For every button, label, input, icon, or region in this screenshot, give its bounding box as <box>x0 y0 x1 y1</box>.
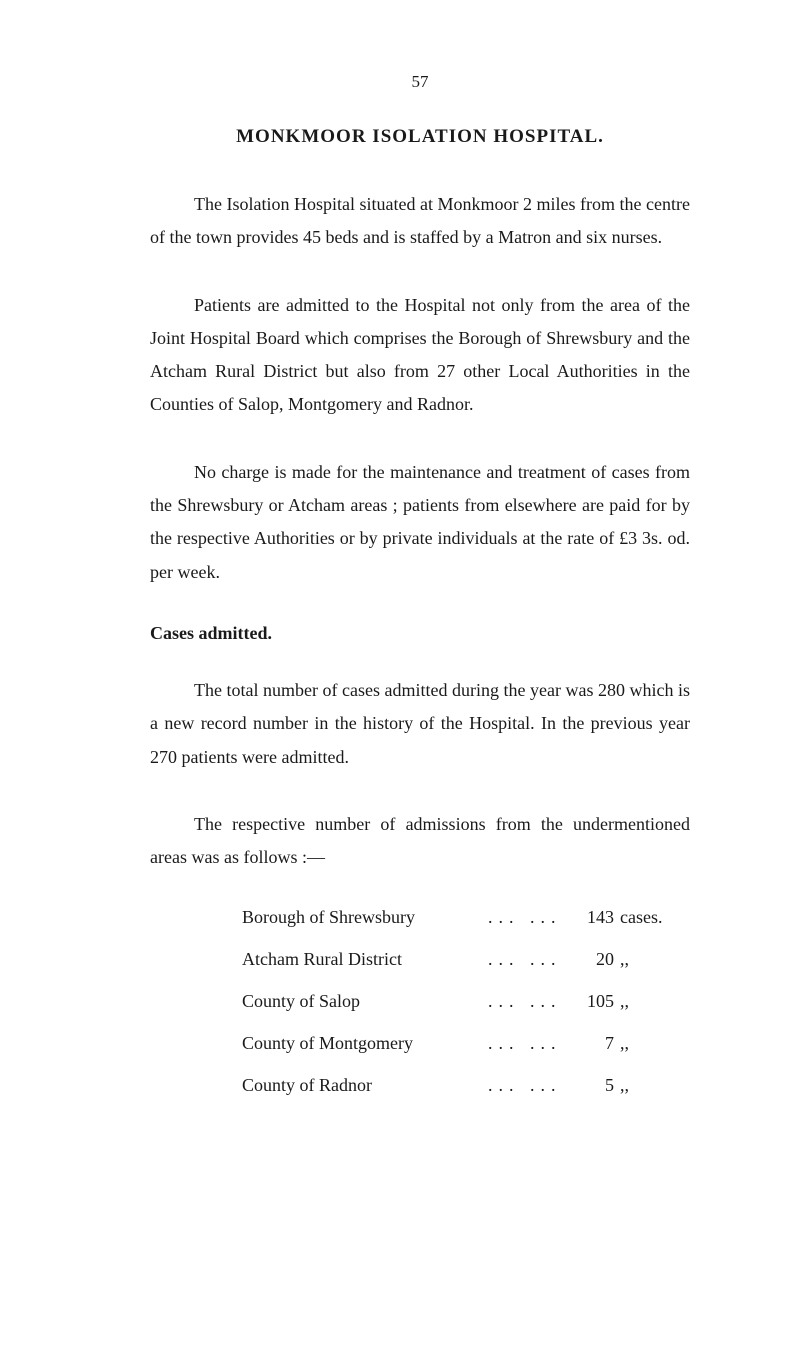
list-label: Atcham Rural District <box>242 950 488 968</box>
list-item: Borough of Shrewsbury ... ... 143 cases. <box>242 908 680 926</box>
page-number: 57 <box>150 72 690 92</box>
list-value: 5 <box>572 1076 620 1094</box>
leader-dots: ... ... ... <box>488 992 572 1010</box>
list-value: 20 <box>572 950 620 968</box>
list-unit: ,, <box>620 992 680 1010</box>
list-unit: ,, <box>620 950 680 968</box>
list-item: County of Radnor ... ... ... 5 ,, <box>242 1076 680 1094</box>
list-value: 105 <box>572 992 620 1010</box>
subheading-cases-admitted: Cases admitted. <box>150 623 690 644</box>
leader-dots: ... ... <box>488 1034 572 1052</box>
list-item: Atcham Rural District ... ... 20 ,, <box>242 950 680 968</box>
leader-dots: ... ... ... <box>488 1076 572 1094</box>
paragraph: The total number of cases admitted durin… <box>150 674 690 774</box>
list-label: Borough of Shrewsbury <box>242 908 488 926</box>
paragraph: Patients are admitted to the Hospital no… <box>150 289 690 422</box>
page-title: MONKMOOR ISOLATION HOSPITAL. <box>150 126 690 148</box>
list-label: County of Salop <box>242 992 488 1010</box>
page: 57 MONKMOOR ISOLATION HOSPITAL. The Isol… <box>0 0 800 1372</box>
list-label: County of Radnor <box>242 1076 488 1094</box>
leader-dots: ... ... <box>488 950 572 968</box>
list-item: County of Montgomery ... ... 7 ,, <box>242 1034 680 1052</box>
paragraph: The respective number of admissions from… <box>150 808 690 875</box>
list-unit: ,, <box>620 1076 680 1094</box>
list-unit: ,, <box>620 1034 680 1052</box>
leader-dots: ... ... <box>488 908 572 926</box>
admissions-list: Borough of Shrewsbury ... ... 143 cases.… <box>242 908 680 1094</box>
paragraph: No charge is made for the maintenance an… <box>150 456 690 589</box>
list-unit: cases. <box>620 908 680 926</box>
list-item: County of Salop ... ... ... 105 ,, <box>242 992 680 1010</box>
list-label: County of Montgomery <box>242 1034 488 1052</box>
list-value: 7 <box>572 1034 620 1052</box>
paragraph: The Isolation Hospital situated at Monkm… <box>150 188 690 255</box>
list-value: 143 <box>572 908 620 926</box>
